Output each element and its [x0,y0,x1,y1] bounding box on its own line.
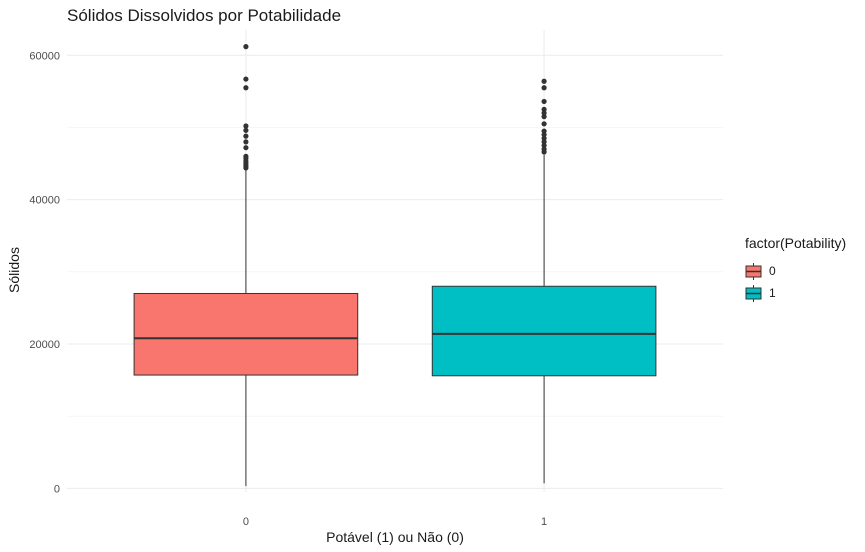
y-axis-title: Sólidos [6,247,22,293]
x-tick-label: 1 [541,516,547,528]
legend-key [745,262,762,280]
grid [67,30,723,492]
outlier-point [541,114,547,120]
outlier-point [541,78,547,84]
outlier-point [541,132,547,138]
box-group-1 [431,78,657,484]
outlier-point [243,76,249,82]
outlier-point [243,133,249,139]
outlier-point [541,121,547,127]
x-axis-title: Potável (1) ou Não (0) [326,529,464,545]
legend-title: factor(Potability) [745,235,847,251]
outlier-point [243,153,249,159]
y-tick-label: 40000 [29,195,60,207]
box-group-0 [133,44,359,487]
outlier-point [541,142,547,149]
chart-title: Sólidos Dissolvidos por Potabilidade [67,6,342,25]
outlier-point [243,85,249,91]
legend-key [745,284,762,302]
outlier-point [243,123,249,129]
y-tick-label: 0 [54,483,60,495]
outlier-point [541,98,547,105]
y-tick-label: 20000 [29,339,60,351]
box [431,285,657,377]
outlier-point [541,128,547,134]
box [133,292,359,376]
y-axis-ticks: 0 20000 40000 60000 [29,50,60,495]
outlier-point [541,139,547,145]
outlier-point [541,146,547,152]
outlier-point [243,145,249,151]
legend-label: 0 [769,264,776,278]
outlier-point [243,127,249,133]
legend-item: 0 [745,260,846,282]
outlier-point [541,106,547,113]
boxes [133,44,657,487]
y-tick-label: 60000 [29,50,60,62]
outlier-point [243,139,249,145]
outlier-point [541,110,547,116]
outlier-point [541,135,547,141]
legend-label: 1 [769,286,776,300]
outlier-point [541,85,547,91]
legend-item: 1 [745,282,846,304]
x-tick-label: 0 [243,516,249,528]
outlier-point [243,44,249,50]
